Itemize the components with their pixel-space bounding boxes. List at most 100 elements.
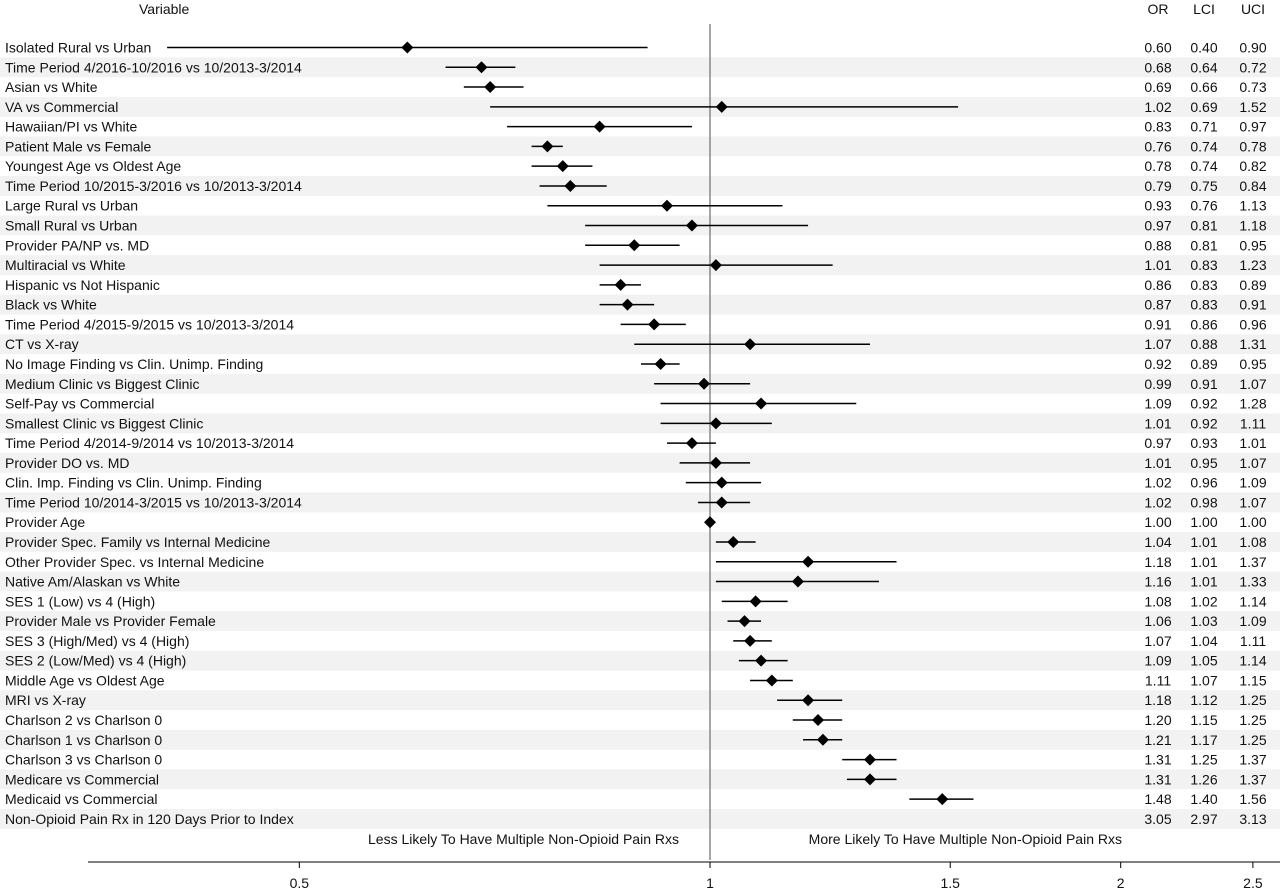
or-marker [812,714,825,727]
row-label: Non-Opioid Pain Rx in 120 Days Prior to … [5,811,294,827]
row-label: Medium Clinic vs Biggest Clinic [5,376,200,392]
or-value: 0.86 [1144,277,1171,293]
or-marker [556,160,569,173]
uci-value: 0.72 [1239,59,1266,75]
row-stripe [0,729,1280,750]
or-marker [614,278,627,291]
or-value: 1.01 [1144,257,1171,273]
x-tick-label: 2 [1117,875,1125,891]
row-label: Hawaiian/PI vs White [5,119,137,135]
lci-value: 1.00 [1190,514,1217,530]
row-label: MRI vs X-ray [5,692,86,708]
lci-value: 0.86 [1190,316,1217,332]
or-marker [755,654,768,667]
row-label: Black vs White [5,297,97,313]
row-label: Charlson 1 vs Charlson 0 [5,732,162,748]
forest-row: Isolated Rural vs Urban 0.60 0.40 0.90 [5,40,1267,56]
or-value: 1.18 [1144,554,1171,570]
or-value: 0.76 [1144,138,1171,154]
header-lci: LCI [1193,1,1215,17]
or-value: 1.07 [1144,633,1171,649]
forest-row: Time Period 10/2015-3/2016 vs 10/2013-3/… [5,178,1267,194]
row-stripe [0,492,1280,513]
or-marker [802,694,815,707]
uci-value: 0.78 [1239,138,1266,154]
lci-value: 1.07 [1190,672,1217,688]
or-marker [738,615,751,628]
lci-value: 0.81 [1190,237,1217,253]
lci-value: 0.83 [1190,257,1217,273]
forest-row: Non-Opioid Pain Rx in 120 Days Prior to … [5,811,1267,827]
or-value: 1.31 [1144,752,1171,768]
uci-value: 1.07 [1239,376,1266,392]
uci-value: 0.96 [1239,316,1266,332]
uci-value: 1.14 [1239,593,1266,609]
uci-value: 1.00 [1239,514,1266,530]
uci-value: 3.13 [1239,811,1266,827]
row-label: Provider Age [5,514,85,530]
or-value: 0.83 [1144,119,1171,135]
or-marker [709,417,722,430]
row-stripe [0,690,1280,711]
or-value: 1.18 [1144,692,1171,708]
or-marker [755,397,768,410]
x-axis-ticks: 0.511.522.533.54 [290,862,1263,891]
row-label: No Image Finding vs Clin. Unimp. Finding [5,356,263,372]
forest-row: Time Period 4/2014-9/2014 vs 10/2013-3/2… [5,435,1267,451]
uci-value: 1.11 [1240,415,1266,431]
uci-value: 1.07 [1239,494,1266,510]
row-label: VA vs Commercial [5,99,118,115]
or-marker [749,595,762,608]
forest-row: Native Am/Alaskan vs White 1.16 1.01 1.33 [5,574,1267,590]
lci-value: 1.25 [1190,752,1217,768]
or-marker [863,753,876,766]
row-label: SES 3 (High/Med) vs 4 (High) [5,633,189,649]
x-tick-label: 1.5 [941,875,961,891]
row-label: Self-Pay vs Commercial [5,396,154,412]
uci-value: 0.89 [1239,277,1266,293]
uci-value: 0.95 [1239,237,1266,253]
row-label: Provider Spec. Family vs Internal Medici… [5,534,271,550]
forest-row: SES 1 (Low) vs 4 (High) 1.08 1.02 1.14 [5,593,1267,609]
uci-value: 1.25 [1239,732,1266,748]
row-stripe [0,532,1280,552]
forest-row: Provider Spec. Family vs Internal Medici… [5,534,1267,550]
forest-row: Hawaiian/PI vs White 0.83 0.71 0.97 [5,119,1267,135]
or-value: 1.06 [1144,613,1171,629]
forest-row: Provider PA/NP vs. MD 0.88 0.81 0.95 [5,237,1267,253]
forest-row: Patient Male vs Female 0.76 0.74 0.78 [5,138,1267,154]
or-value: 0.92 [1144,356,1171,372]
or-value: 0.97 [1144,435,1171,451]
or-value: 1.21 [1144,732,1171,748]
uci-value: 0.84 [1239,178,1266,194]
header-or: OR [1148,1,1169,17]
or-value: 1.48 [1144,791,1171,807]
or-marker [401,41,414,54]
forest-row: Provider Age 1.00 1.00 1.00 [5,514,1267,530]
or-value: 1.01 [1144,415,1171,431]
lci-value: 1.01 [1190,534,1217,550]
or-value: 1.02 [1144,494,1171,510]
forest-row: SES 2 (Low/Med) vs 4 (High) 1.09 1.05 1.14 [5,653,1267,669]
x-tick-label: 0.5 [290,875,310,891]
lci-value: 0.71 [1190,119,1217,135]
forest-row: Charlson 2 vs Charlson 0 1.20 1.15 1.25 [5,712,1267,728]
lci-value: 0.91 [1190,376,1217,392]
uci-value: 0.90 [1239,40,1266,56]
lci-value: 2.97 [1190,811,1217,827]
or-value: 1.20 [1144,712,1171,728]
uci-value: 0.82 [1239,158,1266,174]
lci-value: 0.88 [1190,336,1217,352]
or-value: 1.09 [1144,396,1171,412]
or-value: 1.07 [1144,336,1171,352]
row-label: Time Period 10/2015-3/2016 vs 10/2013-3/… [5,178,302,194]
forest-row: MRI vs X-ray 1.18 1.12 1.25 [5,692,1267,708]
or-marker [863,773,876,786]
uci-value: 0.97 [1239,119,1266,135]
or-marker [475,61,488,74]
lci-value: 0.92 [1190,415,1217,431]
or-marker [685,219,698,232]
lci-value: 1.17 [1190,732,1217,748]
or-marker [715,476,728,489]
or-marker [698,377,711,390]
